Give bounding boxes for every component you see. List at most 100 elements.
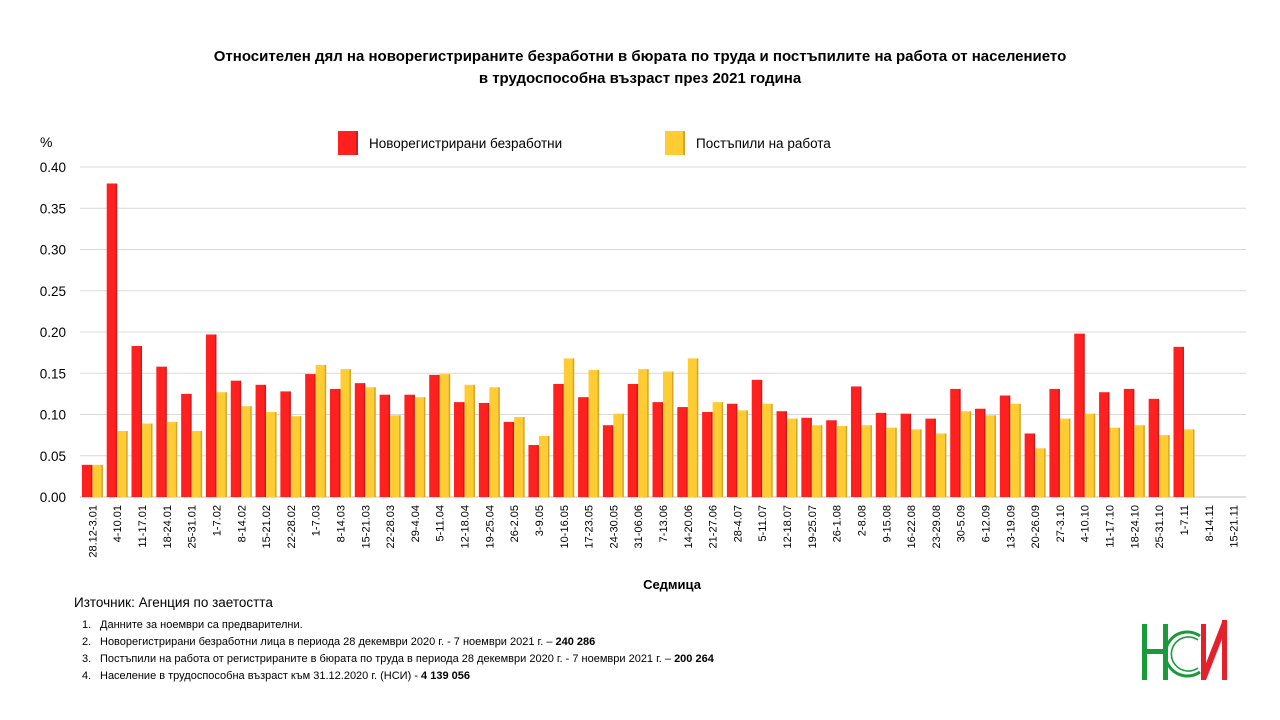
bar-unemployed: [379, 394, 391, 497]
bar-shade: [984, 408, 986, 497]
bar-unemployed: [329, 388, 341, 497]
bar-unemployed: [354, 383, 366, 497]
bar-unemployed: [181, 393, 192, 497]
bar-shade: [895, 427, 897, 497]
bar-shade: [463, 402, 465, 497]
bar-shade: [1033, 433, 1036, 497]
bar-unemployed: [478, 402, 490, 497]
bar-employed: [811, 425, 823, 497]
bar-employed: [836, 426, 848, 497]
footnote-1: 1. Данните за ноември са предварителни.: [82, 617, 714, 634]
bar-shade: [1118, 427, 1121, 497]
bar-unemployed: [751, 379, 763, 497]
x-tick-label: 2-8.08: [856, 505, 868, 536]
bar-employed: [142, 423, 153, 497]
footnote-number: 4.: [82, 670, 92, 682]
footnote-3: 3. Постъпили на работа от регистрираните …: [82, 651, 714, 668]
bar-unemployed: [975, 408, 986, 497]
x-tick-label: 8-14.11: [1204, 505, 1216, 542]
bar-shade: [299, 416, 302, 497]
bar-shade: [448, 374, 451, 497]
bar-shade: [1058, 388, 1060, 497]
bar-shade: [994, 415, 997, 497]
x-tick-label: 15-21.03: [360, 505, 372, 548]
bar-shade: [438, 374, 440, 497]
bar-employed: [439, 374, 451, 497]
x-tick-label: 4-10.01: [112, 505, 124, 542]
bar-employed: [687, 358, 699, 497]
bar-unemployed: [702, 412, 713, 497]
bar-unemployed: [826, 420, 837, 497]
bar-shade: [523, 416, 525, 497]
legend-swatch-shade: [683, 131, 685, 155]
bar-chart: 0.00 0.05 0.10 0.15 0.20 0.25 0.30 0.35 0.40% 28.…: [40, 131, 1246, 592]
logo-stroke: [1142, 649, 1168, 654]
bar-shade: [785, 411, 788, 497]
bar-unemployed: [1024, 433, 1036, 497]
bar-shade: [771, 403, 773, 497]
bar-unemployed: [776, 411, 788, 497]
bar-employed: [588, 369, 600, 497]
bar-employed: [191, 431, 203, 497]
x-axis-label: Седмица: [643, 577, 702, 592]
bar-unemployed: [875, 412, 887, 497]
bar-employed: [1084, 413, 1096, 497]
bar-shade: [562, 383, 564, 497]
footnote-value: 200 264: [674, 653, 714, 665]
y-tick-label: 0.35: [40, 201, 66, 216]
bar-employed: [1183, 429, 1195, 497]
bar-shade: [661, 402, 663, 497]
bar-employed: [960, 411, 972, 497]
bar-employed: [166, 421, 178, 497]
bar-shade: [115, 183, 118, 497]
bar-employed: [538, 435, 550, 497]
bar-unemployed: [156, 366, 167, 497]
logo-stroke: [1222, 620, 1227, 680]
bar-employed: [1035, 448, 1046, 497]
x-tick-label: 10-16.05: [559, 505, 571, 548]
x-tick-label: 25-31.01: [187, 505, 199, 548]
bar-shade: [622, 413, 624, 497]
x-tick-label: 12-18.07: [782, 505, 794, 548]
legend-label: Новорегистрирани безработни: [369, 136, 562, 151]
bar-shade: [90, 464, 93, 497]
chart-title-line1: Относителен дял на новорегистрираните бе…: [213, 48, 1067, 65]
x-tick-label: 3-9.05: [534, 505, 546, 536]
footnote-number: 2.: [82, 636, 92, 648]
footnote-text: Новорегистрирани безработни лица в перио…: [100, 636, 556, 648]
bar-shade: [239, 380, 242, 497]
bar-shade: [1143, 425, 1145, 497]
bar-shade: [1157, 398, 1160, 497]
bar-unemployed: [528, 445, 539, 497]
legend-swatch-shade: [356, 131, 358, 155]
bar-employed: [787, 418, 798, 497]
x-tick-label: 19-25.04: [484, 505, 496, 548]
bar-shade: [399, 415, 401, 497]
bar-shade: [969, 411, 972, 497]
bar-shade: [1192, 429, 1195, 497]
footnote-value: 240 286: [555, 636, 596, 648]
x-tick-label: 15-21.02: [261, 505, 273, 548]
bar-shade: [423, 397, 426, 497]
bar-unemployed: [950, 388, 961, 497]
footnotes: 1. Данните за ноември са предварителни. 2…: [82, 617, 714, 685]
source-note: Източник: Агенция по заетостта: [74, 595, 273, 610]
bar-shade: [1182, 346, 1184, 497]
bar-unemployed: [1148, 398, 1160, 497]
bar-employed: [712, 402, 724, 497]
x-tick-label: 22-28.03: [385, 505, 397, 548]
bar-shade: [250, 406, 252, 497]
bar-employed: [489, 387, 500, 497]
bar-employed: [985, 415, 997, 497]
bar-unemployed: [1099, 392, 1110, 497]
x-tick-label: 28-4.07: [732, 505, 744, 542]
bar-employed: [216, 392, 227, 497]
bar-unemployed: [578, 397, 589, 497]
bar-shade: [413, 394, 415, 497]
x-tick-label: 1-7.11: [1179, 505, 1191, 535]
bar-unemployed: [652, 402, 663, 497]
bar-unemployed: [925, 418, 936, 497]
bar-unemployed: [850, 386, 862, 497]
bar-employed: [266, 412, 277, 497]
bar-shade: [959, 388, 961, 497]
